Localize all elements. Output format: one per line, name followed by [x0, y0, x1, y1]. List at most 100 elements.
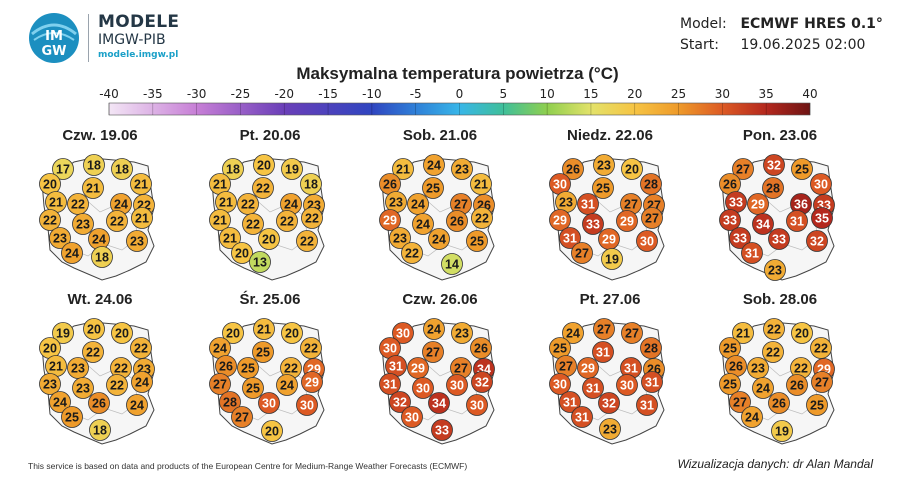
- temperature-value: 27: [426, 346, 440, 360]
- scale-tick-label: 40: [802, 87, 817, 101]
- temperature-value: 22: [86, 346, 100, 360]
- temperature-marker: [49, 227, 71, 249]
- temperature-marker: [559, 391, 581, 413]
- temperature-value: 20: [257, 159, 271, 173]
- temperature-value: 33: [435, 424, 449, 438]
- temperature-marker: [82, 341, 104, 363]
- temperature-marker: [810, 173, 832, 195]
- temperature-value: 33: [729, 196, 743, 210]
- temperature-marker: [252, 341, 274, 363]
- temperature-marker: [621, 322, 643, 344]
- temperature-marker: [258, 392, 280, 414]
- temperature-marker: [636, 230, 658, 252]
- temperature-value: 29: [553, 214, 567, 228]
- temperature-marker: [72, 213, 94, 235]
- day-label: Pon. 23.06: [743, 127, 817, 144]
- temperature-color-scale: -40 -35 -30 -25 -20 -15 -10 -5 0 5 10 15 20 25 30 35 40: [99, 87, 818, 116]
- temperature-value: 25: [241, 362, 255, 376]
- temperature-value: 26: [772, 397, 786, 411]
- temperature-value: 22: [110, 379, 124, 393]
- day-label: Wt. 24.06: [67, 291, 132, 308]
- temperature-marker: [719, 209, 741, 231]
- temperature-value: 28: [644, 178, 658, 192]
- temperature-marker: [379, 373, 401, 395]
- temperature-value: 24: [280, 379, 294, 393]
- temperature-marker: [768, 392, 790, 414]
- temperature-marker: [401, 242, 423, 264]
- temperature-value: 22: [405, 247, 419, 261]
- temperature-marker: [389, 227, 411, 249]
- temperature-marker: [428, 392, 450, 414]
- temperature-value: 27: [625, 327, 639, 341]
- temperature-value: 32: [602, 397, 616, 411]
- temperature-value: 28: [766, 182, 780, 196]
- temperature-marker: [209, 209, 231, 231]
- temperature-marker: [253, 318, 275, 340]
- temperature-marker: [562, 158, 584, 180]
- temperature-value: 19: [605, 253, 619, 267]
- temperature-value: 22: [256, 182, 270, 196]
- temperature-value: 26: [219, 360, 233, 374]
- logo-title: MODELE: [98, 12, 180, 32]
- temperature-value: 20: [265, 425, 279, 439]
- temperature-value: 30: [450, 379, 464, 393]
- temperature-marker: [52, 322, 74, 344]
- temperature-marker: [49, 391, 71, 413]
- temperature-marker: [83, 154, 105, 176]
- scale-tick-label: 10: [539, 87, 554, 101]
- temperature-value: 27: [624, 198, 638, 212]
- temperature-value: 19: [775, 425, 789, 439]
- temperature-value: 20: [285, 327, 299, 341]
- start-label: Start:: [680, 37, 719, 53]
- temperature-value: 30: [553, 178, 567, 192]
- temperature-value: 24: [756, 382, 770, 396]
- temperature-value: 33: [772, 233, 786, 247]
- temperature-marker: [261, 420, 283, 442]
- temperature-marker: [249, 251, 271, 273]
- logo-url: modele.imgw.pl: [98, 50, 179, 60]
- temperature-value: 21: [257, 323, 271, 337]
- temperature-value: 31: [389, 360, 403, 374]
- start-row: Start: 19.06.2025 02:00: [680, 35, 883, 56]
- temperature-marker: [768, 228, 790, 250]
- temperature-value: 24: [130, 399, 144, 413]
- temperature-marker: [582, 377, 604, 399]
- temperature-value: 33: [723, 214, 737, 228]
- scale-tick-label: -40: [99, 87, 119, 101]
- scale-tick-label: 30: [715, 87, 730, 101]
- day-label: Czw. 19.06: [62, 127, 137, 144]
- temperature-value: 24: [65, 247, 79, 261]
- temperature-marker: [592, 177, 614, 199]
- temperature-value: 34: [432, 397, 446, 411]
- temperature-value: 27: [454, 362, 468, 376]
- temperature-marker: [592, 341, 614, 363]
- temperature-marker: [763, 318, 785, 340]
- temperature-marker: [111, 322, 133, 344]
- temperature-value: 22: [794, 362, 808, 376]
- temperature-value: 34: [756, 218, 770, 232]
- temperature-value: 25: [596, 182, 610, 196]
- temperature-value: 23: [455, 163, 469, 177]
- temperature-marker: [451, 322, 473, 344]
- temperature-value: 23: [43, 378, 57, 392]
- temperature-marker: [130, 173, 152, 195]
- day-label: Niedz. 22.06: [567, 127, 653, 144]
- temperature-marker: [106, 374, 128, 396]
- temperature-marker: [258, 228, 280, 250]
- temperature-marker: [52, 158, 74, 180]
- temperature-value: 18: [93, 424, 107, 438]
- temperature-value: 27: [575, 247, 589, 261]
- temperature-value: 33: [586, 218, 600, 232]
- temperature-marker: [231, 406, 253, 428]
- temperature-value: 26: [790, 379, 804, 393]
- temperature-marker: [791, 158, 813, 180]
- temperature-marker: [39, 209, 61, 231]
- temperature-value: 28: [644, 342, 658, 356]
- temperature-marker: [61, 406, 83, 428]
- temperature-marker: [222, 158, 244, 180]
- temperature-marker: [276, 210, 298, 232]
- temperature-value: 21: [223, 232, 237, 246]
